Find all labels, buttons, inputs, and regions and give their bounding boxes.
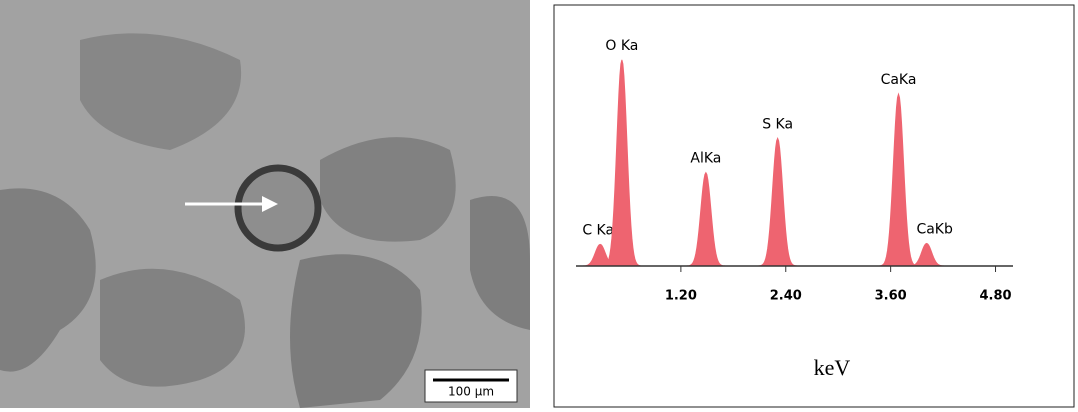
x-tick-label: 2.40 bbox=[770, 289, 802, 304]
peak-label: C Ka bbox=[582, 222, 614, 238]
x-tick-label: 1.20 bbox=[665, 289, 697, 304]
x-tick-label: 4.80 bbox=[979, 289, 1011, 304]
sem-image: 100 µm bbox=[0, 0, 530, 408]
peak-label: CaKb bbox=[916, 221, 953, 237]
x-tick-label: 3.60 bbox=[875, 289, 907, 304]
chart-frame bbox=[554, 5, 1074, 407]
x-axis-label: keV bbox=[814, 355, 851, 380]
peak-label: CaKa bbox=[881, 72, 917, 88]
scale-bar-label: 100 µm bbox=[448, 385, 494, 399]
sem-grain bbox=[320, 137, 456, 242]
figure: 100 µm C Ka O Ka AlKa S Ka CaKa CaKb 1.20 2.40 3… bbox=[0, 0, 1078, 408]
peak-label: AlKa bbox=[690, 151, 721, 167]
peak-label: O Ka bbox=[605, 38, 638, 54]
peak-label: S Ka bbox=[762, 116, 793, 132]
highlight-circle bbox=[238, 168, 318, 248]
